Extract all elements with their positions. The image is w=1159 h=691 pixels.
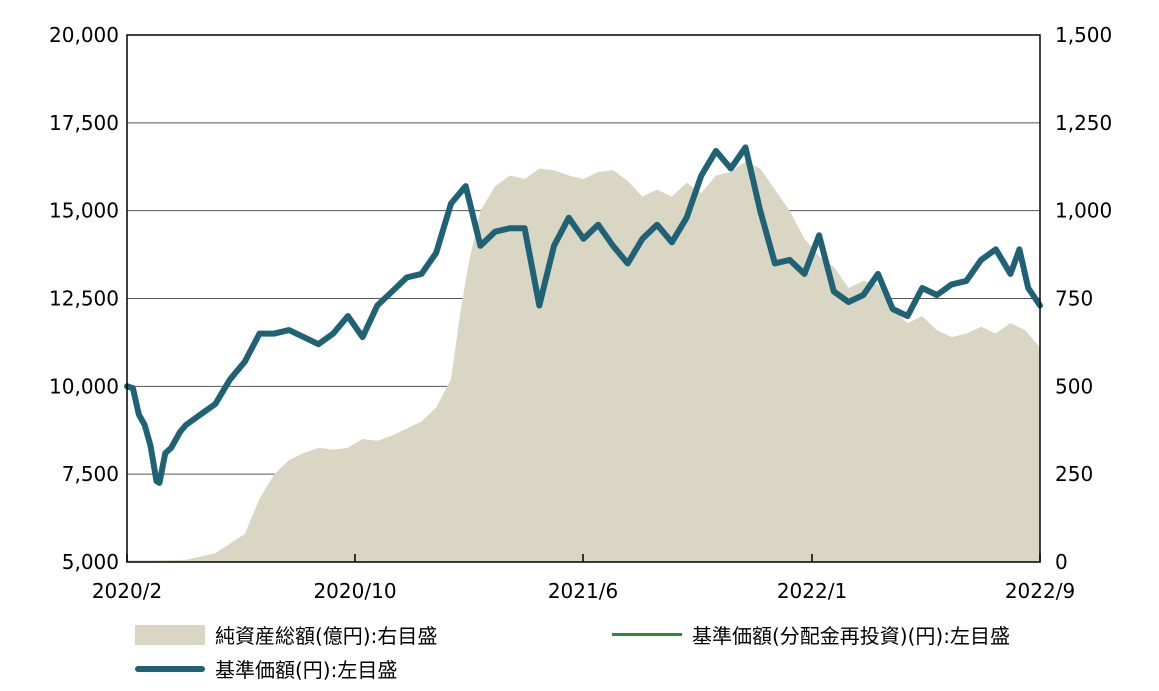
legend-item-reinvested-nav: 基準価額(分配金再投資)(円):左目盛 [612, 620, 1010, 649]
legend-label-nav: 基準価額(円):左目盛 [215, 658, 398, 682]
left-tick-label: 20,000 [49, 23, 119, 47]
left-tick-label: 5,000 [62, 550, 119, 574]
x-tick-label: 2022/9 [1005, 579, 1075, 603]
left-axis-ticks: 20,000 17,500 15,000 12,500 10,000 7,500 5,000 [49, 23, 119, 574]
left-tick-label: 12,500 [49, 287, 119, 311]
right-tick-label: 0 [1055, 550, 1068, 574]
right-tick-label: 250 [1055, 462, 1093, 486]
legend-label-reinvested-nav: 基準価額(分配金再投資)(円):左目盛 [692, 624, 1010, 648]
legend-item-net-assets: 純資産総額(億円):右目盛 [135, 620, 437, 649]
left-tick-label: 10,000 [49, 374, 119, 398]
x-tick-label: 2022/1 [777, 579, 847, 603]
left-tick-label: 7,500 [62, 462, 119, 486]
x-tick-label: 2020/2 [92, 579, 162, 603]
x-tick-label: 2021/6 [548, 579, 618, 603]
line-series-layer [124, 144, 1043, 486]
right-axis-ticks: 1,500 1,250 1,000 750 500 250 0 [1055, 23, 1112, 574]
legend-label-net-assets: 純資産総額(億円):右目盛 [215, 624, 438, 648]
left-tick-label: 17,500 [49, 111, 119, 135]
legend-swatch-thin-line [612, 633, 682, 636]
right-tick-label: 1,500 [1055, 23, 1112, 47]
right-tick-label: 1,250 [1055, 111, 1112, 135]
left-tick-label: 15,000 [49, 199, 119, 223]
x-axis-ticks: 2020/2 2020/10 2021/6 2022/1 2022/9 [92, 554, 1075, 603]
nav-line [124, 144, 1043, 486]
legend-swatch-area [135, 624, 205, 645]
x-tick-label: 2020/10 [313, 579, 396, 603]
legend-swatch-thick-line [135, 665, 205, 672]
legend-item-nav: 基準価額(円):左目盛 [135, 654, 397, 683]
right-tick-label: 1,000 [1055, 199, 1112, 223]
net-assets-area [127, 161, 1040, 562]
right-tick-label: 750 [1055, 287, 1093, 311]
area-series-layer [127, 161, 1040, 562]
right-tick-label: 500 [1055, 374, 1093, 398]
